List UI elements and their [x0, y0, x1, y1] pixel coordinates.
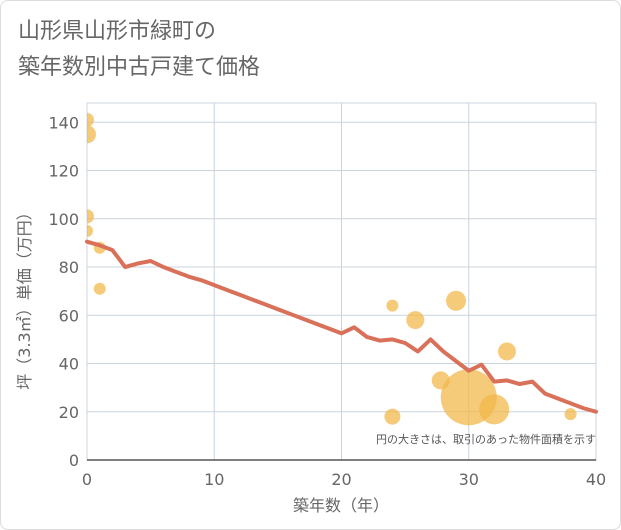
y-tick-label: 60: [59, 306, 79, 325]
x-tick-label: 30: [459, 470, 479, 489]
bubble-point: [564, 408, 577, 421]
bubble-size-note: 円の大きさは、取引のあった物件面積を示す: [376, 432, 596, 446]
trend-line-layer: [85, 239, 598, 414]
y-tick-label: 140: [48, 113, 79, 132]
y-tick-label: 120: [48, 162, 79, 181]
y-axis-label: 坪（3.3㎡）単価（万円）: [15, 204, 34, 389]
x-tick-label: 20: [331, 470, 351, 489]
bubble-point: [446, 290, 467, 311]
grid-lines: [86, 102, 597, 461]
bubble-point: [479, 394, 510, 425]
bubble-point: [87, 112, 94, 127]
average-price-line: [85, 239, 598, 414]
bubble-layer: [87, 112, 577, 426]
bubble-point: [386, 299, 399, 312]
bubble-point: [406, 311, 425, 330]
axes: 0 20 40 60 80 100 120 140 0 10 20 30 40: [48, 113, 606, 489]
y-tick-label: 0: [69, 451, 79, 470]
y-tick-label: 20: [59, 403, 79, 422]
y-tick-label: 80: [59, 258, 79, 277]
bubble-point: [87, 125, 96, 144]
x-tick-label: 40: [586, 470, 606, 489]
bubble-point: [87, 224, 93, 237]
bubble-point: [384, 408, 401, 425]
bubble-point: [497, 342, 516, 361]
chart-title: 山形県山形市緑町の 築年数別中古戸建て価格: [18, 19, 261, 80]
x-axis-label: 築年数（年）: [293, 496, 389, 515]
x-tick-label: 0: [82, 470, 92, 489]
y-tick-label: 40: [59, 355, 79, 374]
bubble-point: [93, 282, 106, 295]
y-tick-label: 100: [48, 210, 79, 229]
bubble-point: [87, 209, 94, 224]
x-tick-label: 10: [204, 470, 224, 489]
